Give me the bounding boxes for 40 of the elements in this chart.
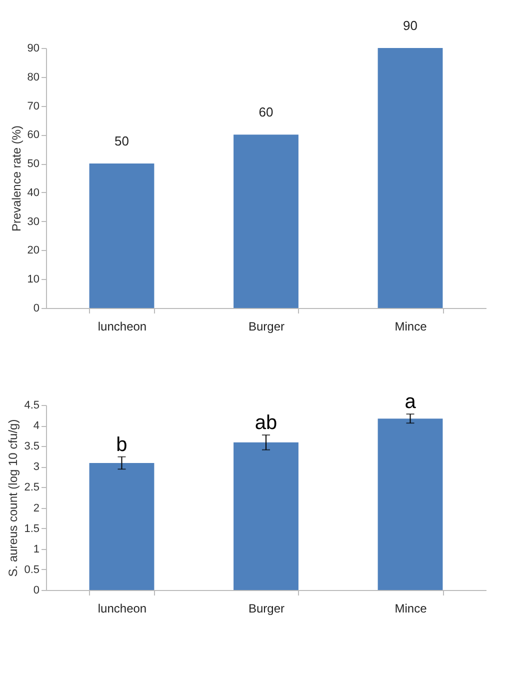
bar <box>234 134 298 308</box>
y-tick-label: 40 <box>27 186 40 199</box>
x-tick-label: luncheon <box>98 320 147 334</box>
y-tick-label: 70 <box>27 100 40 112</box>
y-axis-title: S. aureus count (log 10 cfu/g) <box>6 419 20 577</box>
y-tick-label: 4 <box>33 420 40 432</box>
bar <box>89 462 154 590</box>
data-label: 60 <box>258 104 274 120</box>
bar <box>89 164 154 308</box>
y-tick-label: 1 <box>33 543 40 556</box>
y-tick-label: 3 <box>33 461 40 474</box>
y-tick-label: 30 <box>27 216 40 228</box>
y-tick-label: 60 <box>27 129 40 142</box>
y-tick-label: 80 <box>27 71 40 84</box>
annotation: b <box>116 434 128 456</box>
y-tick-label: 20 <box>27 244 40 257</box>
bar <box>378 48 443 308</box>
data-label: 90 <box>403 18 418 33</box>
y-tick-label: 0 <box>33 584 40 596</box>
x-tick-label: Burger <box>248 320 285 334</box>
y-tick-label: 0 <box>33 302 40 314</box>
y-tick-label: 10 <box>27 274 40 286</box>
y-tick-label: 90 <box>27 42 40 54</box>
y-tick-label: 0.5 <box>24 564 40 576</box>
annotation: a <box>404 391 417 414</box>
x-tick-label: luncheon <box>98 602 147 616</box>
y-tick-label: 2 <box>33 502 40 514</box>
y-tick-label: 1.5 <box>24 522 40 535</box>
bar <box>234 442 298 590</box>
y-axis-title: Prevalence rate (%) <box>9 125 24 232</box>
y-tick-label: 3.5 <box>24 440 40 453</box>
annotation: ab <box>254 412 278 434</box>
x-tick-label: Mince <box>394 602 428 616</box>
data-label: 50 <box>114 134 129 149</box>
y-tick-label: 4.5 <box>24 400 40 412</box>
x-tick-label: Burger <box>248 602 285 616</box>
bar <box>378 418 443 590</box>
x-tick-label: Mince <box>394 320 428 334</box>
y-tick-label: 2.5 <box>24 482 40 494</box>
y-tick-label: 50 <box>27 158 40 170</box>
